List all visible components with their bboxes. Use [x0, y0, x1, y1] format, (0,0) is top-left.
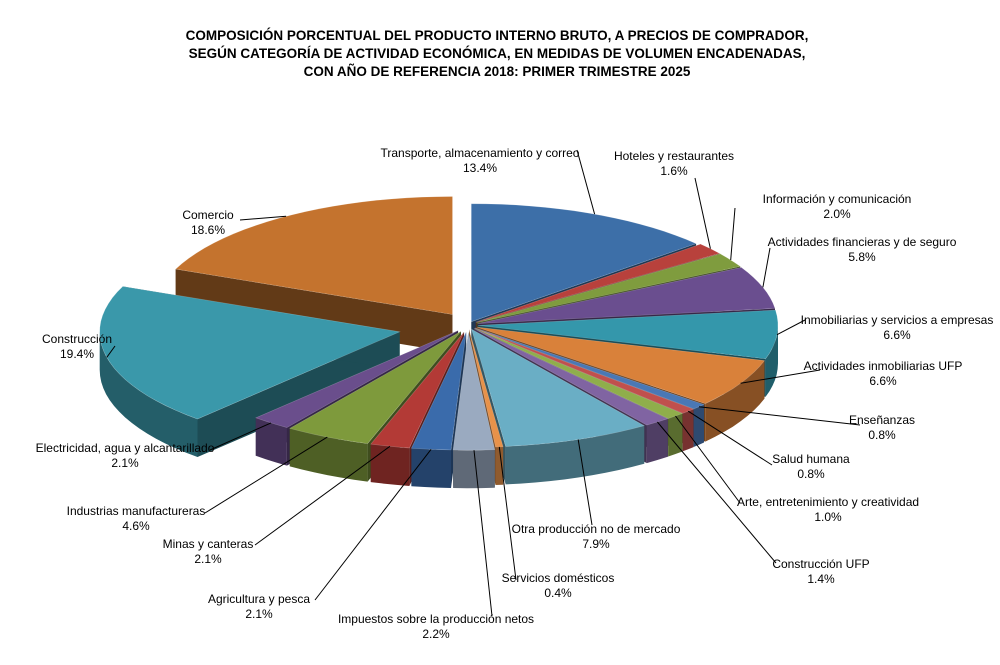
- slice-label-18: Comercio: [182, 208, 234, 222]
- slice-value-11: 0.4%: [544, 586, 572, 600]
- pie-slice-9-outer-wall-0: [647, 419, 668, 463]
- chart-title-line-1: COMPOSICIÓN PORCENTUAL DEL PRODUCTO INTE…: [186, 28, 809, 43]
- slice-value-0: 13.4%: [463, 161, 497, 175]
- slice-value-4: 6.6%: [883, 328, 911, 342]
- slice-label-11: Servicios domésticos: [502, 571, 615, 585]
- slice-value-2: 2.0%: [823, 207, 851, 221]
- pie-slice-14-outer-wall-0: [371, 444, 410, 486]
- slice-label-13: Agricultura y pesca: [208, 592, 310, 606]
- chart-title: COMPOSICIÓN PORCENTUAL DEL PRODUCTO INTE…: [186, 28, 809, 79]
- slice-value-10: 7.9%: [582, 537, 610, 551]
- slice-label-7: Salud humana: [772, 452, 850, 466]
- slice-value-9: 1.4%: [807, 572, 835, 586]
- slice-value-1: 1.6%: [660, 164, 688, 178]
- pie-slice-13-outer-wall-0: [411, 448, 451, 488]
- slice-value-17: 19.4%: [60, 347, 94, 361]
- chart-title-line-2: SEGÚN CATEGORÍA DE ACTIVIDAD ECONÓMICA, …: [189, 46, 806, 61]
- slice-value-13: 2.1%: [245, 607, 273, 621]
- pie-slice-8-outer-wall-0: [668, 414, 682, 457]
- slice-label-2: Información y comunicación: [763, 192, 912, 206]
- pie-slice-12-outer-wall-0: [453, 450, 495, 489]
- slice-label-4: Inmobiliarias y servicios a empresas: [801, 313, 994, 327]
- slice-value-15: 4.6%: [122, 519, 150, 533]
- slice-label-8: Arte, entretenimiento y creatividad: [737, 495, 919, 509]
- slice-label-3: Actividades financieras y de seguro: [768, 235, 957, 249]
- slice-label-9: Construcción UFP: [772, 557, 869, 571]
- slice-value-18: 18.6%: [191, 223, 225, 237]
- slice-label-10: Otra producción no de mercado: [512, 522, 681, 536]
- leader-line-1: [695, 178, 710, 249]
- slice-label-6: Enseñanzas: [849, 413, 915, 427]
- slice-label-17: Construcción: [42, 332, 112, 346]
- chart-title-line-3: CON AÑO DE REFERENCIA 2018: PRIMER TRIME…: [304, 64, 691, 79]
- slice-label-0: Transporte, almacenamiento y correo: [381, 146, 580, 160]
- leader-line-0: [577, 150, 595, 214]
- slice-label-15: Industrias manufactureras: [67, 504, 206, 518]
- slice-label-16: Electricidad, agua y alcantarillado: [36, 441, 215, 455]
- slice-label-1: Hoteles y restaurantes: [614, 149, 734, 163]
- slice-value-14: 2.1%: [194, 552, 222, 566]
- slice-value-6: 0.8%: [868, 428, 896, 442]
- slice-value-12: 2.2%: [422, 627, 450, 641]
- slice-value-16: 2.1%: [111, 456, 139, 470]
- slice-label-12: Impuestos sobre la producción netos: [338, 612, 534, 626]
- slice-value-3: 5.8%: [848, 250, 876, 264]
- leader-line-9: [657, 422, 776, 563]
- slice-label-14: Minas y canteras: [163, 537, 254, 551]
- slice-label-5: Actividades inmobiliarias UFP: [804, 359, 963, 373]
- leader-line-2: [731, 208, 735, 260]
- slice-value-5: 6.6%: [869, 374, 897, 388]
- pie-slice-7-outer-wall-0: [683, 409, 694, 451]
- slice-value-7: 0.8%: [797, 467, 825, 481]
- pie-slice-6-outer-wall-0: [694, 405, 704, 447]
- slice-value-8: 1.0%: [814, 510, 842, 524]
- leader-line-3: [763, 248, 770, 287]
